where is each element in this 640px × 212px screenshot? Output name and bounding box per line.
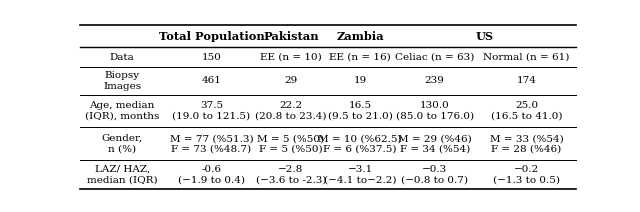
- Text: Gender,
n (%): Gender, n (%): [102, 134, 143, 153]
- Text: M = 10 (%62.5)
F = 6 (%37.5): M = 10 (%62.5) F = 6 (%37.5): [319, 134, 402, 153]
- Text: Total Population: Total Population: [159, 31, 264, 42]
- Text: Celiac (n = 63): Celiac (n = 63): [395, 53, 474, 62]
- Text: 22.2
(20.8 to 23.4): 22.2 (20.8 to 23.4): [255, 101, 326, 121]
- Text: Normal (n = 61): Normal (n = 61): [483, 53, 570, 62]
- Text: EE (n = 16): EE (n = 16): [330, 53, 391, 62]
- Text: 239: 239: [425, 77, 445, 85]
- Text: Age, median
(IQR), months: Age, median (IQR), months: [85, 101, 159, 121]
- Text: −3.1
(−4.1 to−2.2): −3.1 (−4.1 to−2.2): [324, 165, 397, 184]
- Text: 16.5
(9.5 to 21.0): 16.5 (9.5 to 21.0): [328, 101, 393, 121]
- Text: M = 33 (%54)
F = 28 (%46): M = 33 (%54) F = 28 (%46): [490, 134, 563, 153]
- Text: -0.6
(−1.9 to 0.4): -0.6 (−1.9 to 0.4): [178, 165, 245, 184]
- Text: Data: Data: [110, 53, 134, 62]
- Text: 29: 29: [284, 77, 298, 85]
- Text: 174: 174: [516, 77, 536, 85]
- Text: 461: 461: [202, 77, 221, 85]
- Text: 150: 150: [202, 53, 221, 62]
- Text: 19: 19: [354, 77, 367, 85]
- Text: M = 29 (%46)
F = 34 (%54): M = 29 (%46) F = 34 (%54): [398, 134, 472, 153]
- Text: LAZ/ HAZ,
median (IQR): LAZ/ HAZ, median (IQR): [87, 165, 157, 184]
- Text: 130.0
(85.0 to 176.0): 130.0 (85.0 to 176.0): [396, 101, 474, 121]
- Text: Biopsy
Images: Biopsy Images: [103, 71, 141, 91]
- Text: Pakistan: Pakistan: [263, 31, 319, 42]
- Text: 25.0
(16.5 to 41.0): 25.0 (16.5 to 41.0): [491, 101, 562, 121]
- Text: M = 77 (%51.3)
F = 73 (%48.7): M = 77 (%51.3) F = 73 (%48.7): [170, 134, 253, 153]
- Text: Zambia: Zambia: [337, 31, 384, 42]
- Text: 37.5
(19.0 to 121.5): 37.5 (19.0 to 121.5): [172, 101, 250, 121]
- Text: −0.3
(−0.8 to 0.7): −0.3 (−0.8 to 0.7): [401, 165, 468, 184]
- Text: US: US: [476, 31, 493, 42]
- Text: −2.8
(−3.6 to -2.3): −2.8 (−3.6 to -2.3): [255, 165, 326, 184]
- Text: −0.2
(−1.3 to 0.5): −0.2 (−1.3 to 0.5): [493, 165, 560, 184]
- Text: EE (n = 10): EE (n = 10): [260, 53, 322, 62]
- Text: M = 5 (%50)
F = 5 (%50): M = 5 (%50) F = 5 (%50): [257, 134, 324, 153]
